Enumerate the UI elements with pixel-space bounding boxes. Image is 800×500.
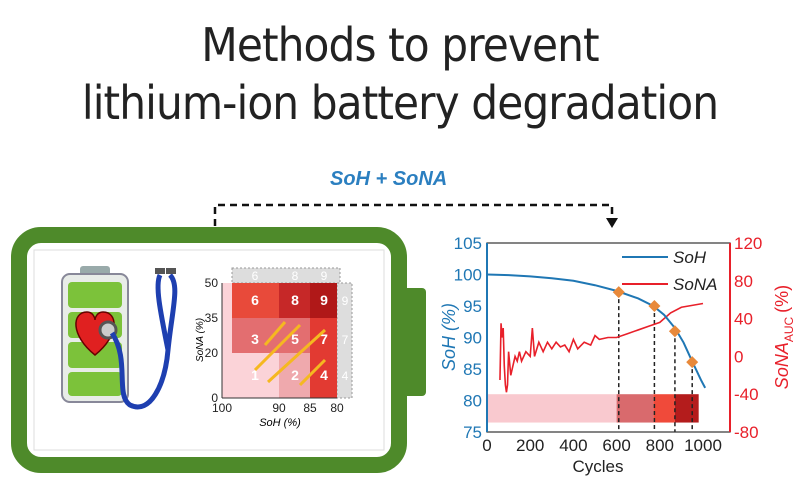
heatmap-cell-label: 1 (251, 367, 259, 383)
heatmap-cell-label: 7 (320, 331, 328, 347)
heatmap-cell-label: 6 (251, 292, 259, 308)
y-tick-label-right: -80 (734, 423, 759, 442)
heatmap-y-tick: 50 (205, 276, 219, 290)
y-axis-label-left: SoH (%) (439, 303, 459, 371)
heatmap-y-tick: 35 (205, 311, 219, 325)
heatmap-cell-label: 2 (291, 367, 299, 383)
x-tick-label: 200 (516, 436, 544, 455)
stage-band (674, 394, 699, 423)
heatmap-cell-label: 5 (291, 331, 299, 347)
heatmap-cell-label: 8 (291, 292, 299, 308)
legend-soh: SoH (673, 248, 707, 267)
stage-band (653, 394, 675, 423)
soh-series-line (486, 273, 707, 389)
stage-band (487, 394, 617, 423)
x-tick-label: 400 (559, 436, 587, 455)
y-tick-label-left: 105 (454, 234, 482, 253)
heatmap-top-label: 8 (292, 269, 299, 283)
heatmap-top-label: 9 (321, 269, 328, 283)
y-tick-label-left: 75 (463, 423, 482, 442)
heatmap-ylabel: SoNA (%) (195, 318, 206, 362)
threshold-marker (686, 356, 699, 369)
y-tick-label-left: 95 (463, 297, 482, 316)
heatmap-xlabel: SoH (%) (259, 417, 301, 429)
heatmap-x-tick: 80 (330, 401, 344, 415)
heatmap-x-tick: 90 (272, 401, 286, 415)
heatmap-cell-label: 3 (251, 331, 259, 347)
heatmap-cell-label: 9 (320, 292, 328, 308)
heatmap-side-label: 9 (342, 294, 349, 308)
y-tick-label-left: 80 (463, 392, 482, 411)
legend: SoH SoNA (622, 248, 717, 294)
connector-label: SoH + SoNA (330, 168, 448, 190)
sona-series-line (499, 302, 704, 393)
heatmap-side-label: 4 (342, 369, 349, 383)
heatmap-x-tick: 85 (303, 401, 317, 415)
y-tick-label-right: 40 (734, 310, 753, 329)
x-tick-label: 600 (602, 436, 630, 455)
connector-dashed-line (213, 203, 614, 226)
y-tick-label-left: 85 (463, 360, 482, 379)
legend-sona: SoNA (673, 275, 717, 294)
y-axis-label-right: SoNAAUC(%) (772, 285, 796, 389)
title-line-2: lithium-ion battery degradation (81, 76, 719, 130)
heatmap-side-label: 7 (342, 333, 349, 347)
threshold-marker (648, 300, 661, 312)
battery-stethoscope-icon (61, 266, 178, 410)
stage-band (616, 394, 654, 423)
y-tick-label-right: -40 (734, 385, 759, 404)
title-line-1: Methods to prevent (201, 18, 599, 72)
heatmap-cell-label: 4 (320, 367, 328, 383)
heatmap-y-tick: 0 (211, 391, 218, 405)
heatmap-y-tick: 20 (205, 346, 219, 360)
x-tick-label: 1000 (684, 436, 722, 455)
y-tick-label-right: 0 (734, 347, 743, 366)
threshold-marker (612, 286, 625, 299)
threshold-marker (668, 325, 681, 338)
heatmap-top-label: 6 (252, 269, 259, 283)
y-tick-label-right: 120 (734, 234, 762, 253)
x-axis-label: Cycles (572, 457, 623, 476)
heatmap-x-tick: 100 (212, 401, 232, 415)
x-tick-label: 0 (482, 436, 491, 455)
y-tick-label-left: 90 (463, 329, 482, 348)
y-tick-label-left: 100 (454, 266, 482, 285)
arrow-down-icon (606, 218, 618, 228)
battery-terminal (400, 288, 426, 396)
x-tick-label: 800 (646, 436, 674, 455)
y-tick-label-right: 80 (734, 272, 753, 291)
